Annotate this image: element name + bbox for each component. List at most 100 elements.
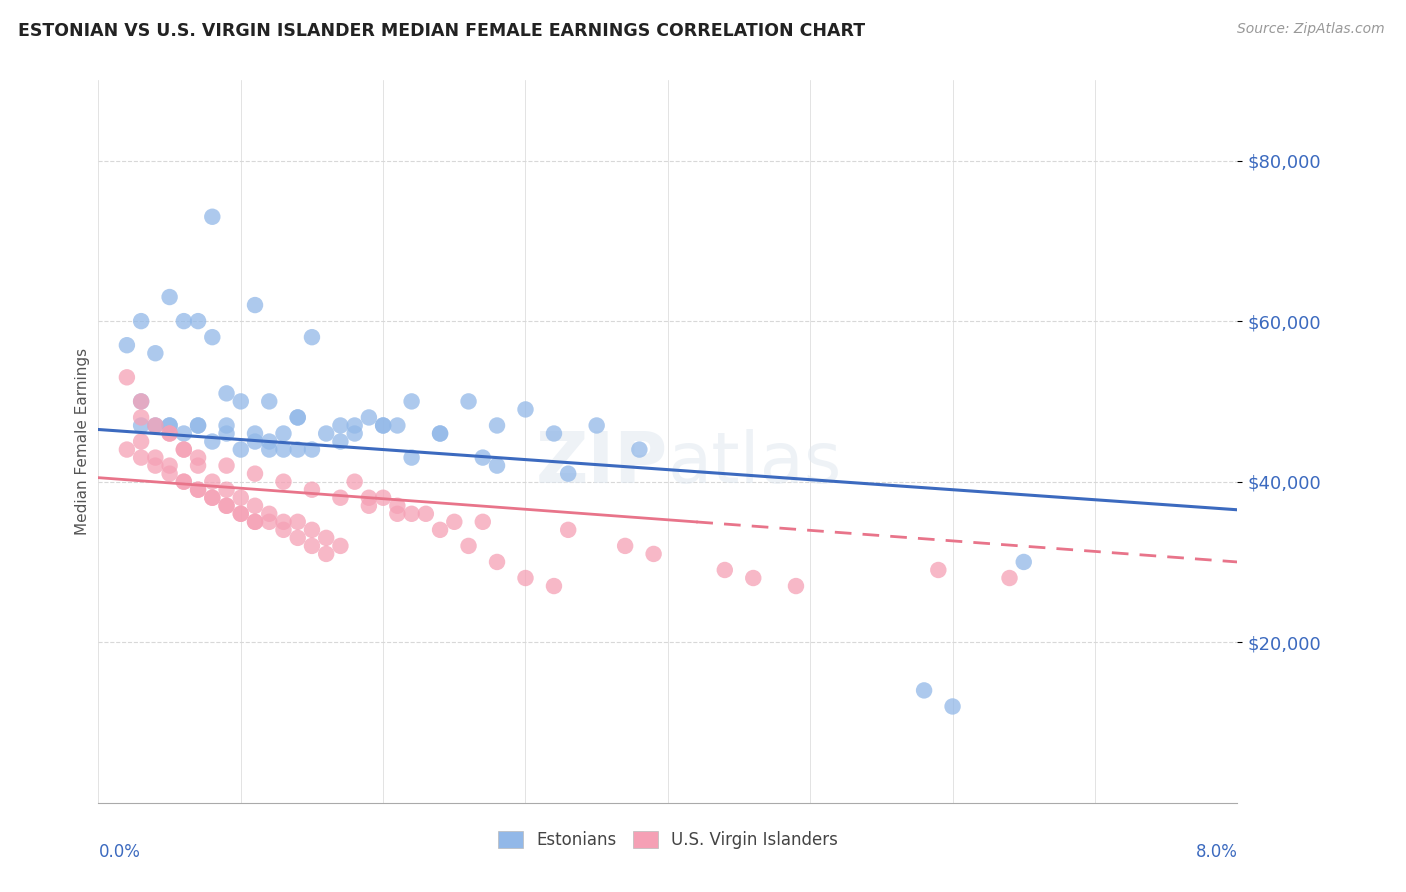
Point	[387, 418, 409, 433]
Point	[486, 458, 509, 473]
Point	[259, 507, 281, 521]
Point	[614, 539, 637, 553]
Point	[215, 418, 238, 433]
Point	[273, 475, 295, 489]
Point	[471, 515, 494, 529]
Point	[129, 314, 152, 328]
Point	[259, 515, 281, 529]
Point	[187, 418, 209, 433]
Point	[115, 442, 138, 457]
Point	[287, 515, 309, 529]
Point	[201, 330, 224, 344]
Point	[129, 410, 152, 425]
Point	[259, 394, 281, 409]
Point	[159, 418, 181, 433]
Point	[115, 338, 138, 352]
Point	[215, 483, 238, 497]
Point	[714, 563, 737, 577]
Point	[415, 507, 437, 521]
Point	[243, 515, 266, 529]
Y-axis label: Median Female Earnings: Median Female Earnings	[75, 348, 90, 535]
Point	[429, 426, 451, 441]
Point	[486, 418, 509, 433]
Point	[486, 555, 509, 569]
Point	[273, 442, 295, 457]
Point	[229, 394, 252, 409]
Point	[159, 426, 181, 441]
Point	[129, 450, 152, 465]
Point	[387, 507, 409, 521]
Point	[173, 475, 195, 489]
Point	[628, 442, 651, 457]
Point	[429, 523, 451, 537]
Text: 8.0%: 8.0%	[1195, 843, 1237, 861]
Point	[557, 467, 579, 481]
Point	[243, 499, 266, 513]
Point	[129, 418, 152, 433]
Point	[145, 418, 167, 433]
Point	[259, 434, 281, 449]
Point	[443, 515, 465, 529]
Point	[785, 579, 807, 593]
Point	[201, 491, 224, 505]
Point	[329, 418, 352, 433]
Text: atlas: atlas	[668, 429, 842, 498]
Point	[315, 426, 337, 441]
Point	[457, 539, 479, 553]
Point	[357, 491, 380, 505]
Point	[329, 491, 352, 505]
Text: 0.0%: 0.0%	[98, 843, 141, 861]
Point	[173, 442, 195, 457]
Point	[201, 434, 224, 449]
Point	[129, 394, 152, 409]
Point	[301, 330, 323, 344]
Point	[273, 523, 295, 537]
Point	[343, 418, 366, 433]
Point	[159, 458, 181, 473]
Point	[401, 450, 423, 465]
Point	[343, 475, 366, 489]
Point	[215, 499, 238, 513]
Point	[229, 507, 252, 521]
Point	[515, 571, 537, 585]
Point	[159, 467, 181, 481]
Point	[215, 426, 238, 441]
Point	[315, 531, 337, 545]
Point	[145, 458, 167, 473]
Point	[187, 450, 209, 465]
Legend: Estonians, U.S. Virgin Islanders: Estonians, U.S. Virgin Islanders	[491, 824, 845, 856]
Point	[543, 426, 565, 441]
Point	[215, 499, 238, 513]
Point	[287, 442, 309, 457]
Point	[273, 515, 295, 529]
Point	[401, 507, 423, 521]
Point	[315, 547, 337, 561]
Point	[243, 515, 266, 529]
Point	[343, 426, 366, 441]
Point	[998, 571, 1021, 585]
Point	[543, 579, 565, 593]
Point	[371, 418, 394, 433]
Point	[515, 402, 537, 417]
Point	[201, 210, 224, 224]
Point	[329, 434, 352, 449]
Point	[287, 531, 309, 545]
Point	[201, 491, 224, 505]
Point	[301, 523, 323, 537]
Point	[201, 475, 224, 489]
Text: ZIP: ZIP	[536, 429, 668, 498]
Point	[243, 426, 266, 441]
Point	[159, 290, 181, 304]
Point	[173, 442, 195, 457]
Point	[145, 346, 167, 360]
Point	[301, 442, 323, 457]
Point	[187, 314, 209, 328]
Point	[145, 450, 167, 465]
Point	[742, 571, 765, 585]
Point	[371, 491, 394, 505]
Point	[1012, 555, 1035, 569]
Point	[145, 418, 167, 433]
Point	[927, 563, 949, 577]
Point	[387, 499, 409, 513]
Point	[159, 418, 181, 433]
